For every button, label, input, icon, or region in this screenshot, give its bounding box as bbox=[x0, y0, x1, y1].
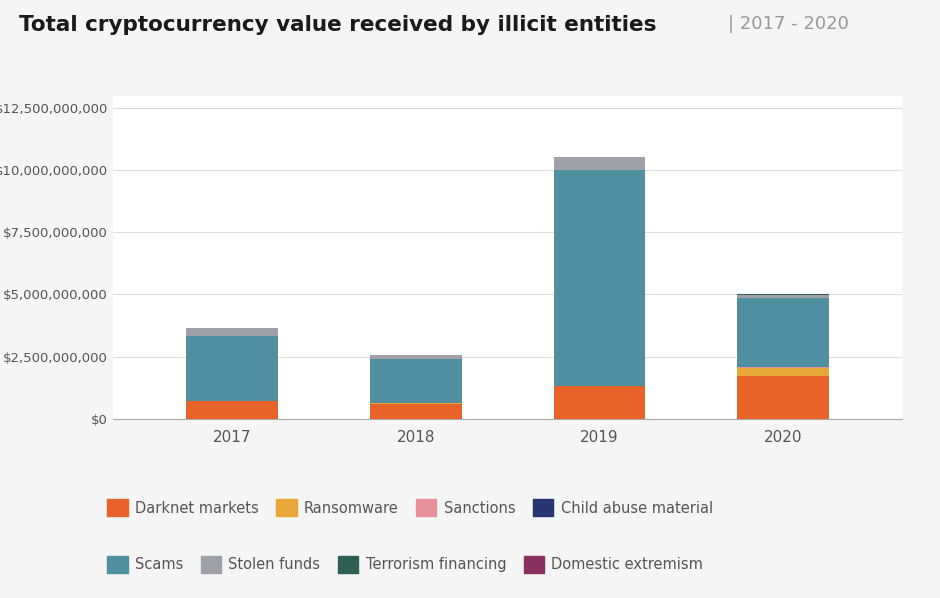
Bar bbox=[554, 170, 646, 386]
Bar bbox=[186, 336, 278, 401]
Text: | 2017 - 2020: | 2017 - 2020 bbox=[728, 15, 850, 33]
Bar bbox=[186, 401, 278, 419]
Bar bbox=[369, 359, 462, 403]
Bar bbox=[737, 376, 829, 419]
Bar bbox=[186, 328, 278, 336]
Legend: Scams, Stolen funds, Terrorism financing, Domestic extremism: Scams, Stolen funds, Terrorism financing… bbox=[102, 550, 709, 579]
Bar bbox=[737, 295, 829, 298]
Legend: Darknet markets, Ransomware, Sanctions, Child abuse material: Darknet markets, Ransomware, Sanctions, … bbox=[102, 493, 718, 522]
Bar bbox=[737, 368, 829, 376]
Bar bbox=[737, 298, 829, 367]
Text: Total cryptocurrency value received by illicit entities: Total cryptocurrency value received by i… bbox=[19, 15, 656, 35]
Bar bbox=[369, 404, 462, 419]
Bar bbox=[554, 386, 646, 419]
Bar bbox=[369, 355, 462, 359]
Bar bbox=[554, 157, 646, 170]
